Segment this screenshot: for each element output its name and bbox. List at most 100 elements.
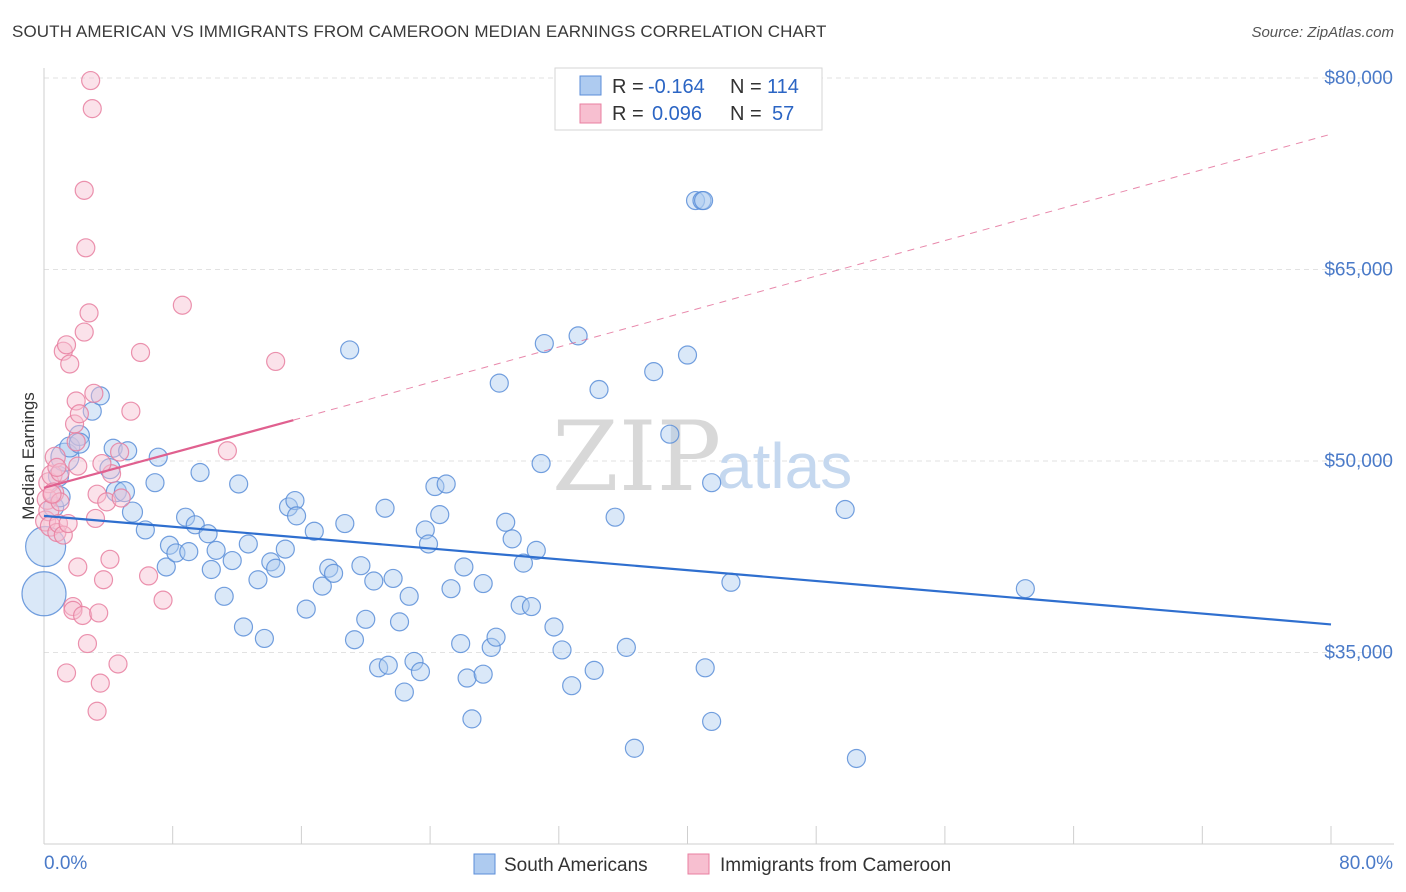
cameroon-point-53 — [53, 525, 73, 545]
south-americans-point-42 — [286, 506, 307, 526]
south-americans-point-43 — [296, 599, 316, 619]
cameroon-point-43 — [111, 488, 131, 508]
legend-n-value-2: 57 — [772, 103, 794, 125]
south-americans-point-48 — [335, 513, 355, 534]
south-americans-point-92 — [605, 507, 625, 527]
legend-swatch-pink — [579, 103, 602, 124]
y-axis-label: Median Earnings — [19, 392, 38, 520]
south-americans-point-0 — [21, 571, 67, 617]
south-americans-point-100 — [685, 190, 706, 211]
chart-source: Source: ZipAtlas.com — [1251, 24, 1394, 41]
south-americans-point-44 — [304, 521, 324, 541]
cameroon-point-46 — [138, 566, 159, 586]
south-americans-point-97 — [677, 345, 698, 365]
axes — [43, 68, 1394, 845]
south-americans-point-85 — [534, 333, 554, 354]
legend-r-value-2: 0.096 — [652, 103, 702, 125]
south-americans-point-52 — [356, 609, 376, 629]
cameroon-point-9 — [48, 513, 69, 534]
south-americans-point-76 — [486, 627, 506, 647]
y-tick-label-2: $50,000 — [1324, 451, 1393, 472]
south-americans-point-53 — [364, 571, 384, 591]
cameroon-point-38 — [97, 492, 117, 512]
south-americans-point-27 — [198, 524, 218, 544]
cameroon-point-21 — [69, 404, 89, 424]
south-americans-point-89 — [568, 326, 588, 346]
cameroon-point-15 — [56, 663, 77, 683]
south-americans-point-78 — [496, 512, 516, 532]
cameroon-point-17 — [63, 600, 83, 620]
series-label-south-americans: South Americans — [504, 855, 648, 876]
trend-lines — [43, 133, 1332, 626]
cameroon-point-35 — [89, 603, 109, 623]
watermark-atlas: atlas — [717, 430, 852, 502]
trend-line-cameroon — [43, 419, 294, 489]
tick-labels: $80,000 $65,000 $50,000 $35,000 0.0% 80.0% — [44, 68, 1393, 874]
south-americans-point-60 — [399, 586, 419, 606]
cameroon-point-19 — [66, 391, 86, 411]
legend-r-value-1: -0.164 — [648, 76, 705, 98]
south-americans-point-55 — [375, 498, 395, 518]
series-swatch-cameroon — [687, 853, 710, 875]
legend-n-label-2: N = — [730, 103, 762, 125]
cameroon-point-25 — [74, 180, 94, 200]
cameroon-point-36 — [90, 673, 110, 693]
series-swatch-south-americans — [473, 853, 496, 875]
south-americans-point-56 — [378, 655, 398, 675]
cameroon-point-45 — [130, 342, 151, 363]
south-americans-point-102 — [693, 190, 714, 211]
south-americans-point-87 — [552, 640, 572, 660]
south-americans-point-84 — [531, 453, 551, 474]
south-americans-point-23 — [175, 507, 196, 527]
south-americans-point-14 — [118, 441, 138, 461]
south-americans-point-65 — [425, 476, 445, 497]
south-americans-point-29 — [206, 540, 226, 560]
cameroon-point-27 — [77, 633, 98, 654]
south-americans-point-26 — [190, 462, 210, 483]
cameroon-point-55 — [66, 432, 86, 452]
south-americans-point-71 — [457, 668, 477, 688]
cameroon-point-32 — [85, 508, 106, 529]
series-label-cameroon: Immigrants from Cameroon — [720, 855, 951, 876]
cameroon-point-29 — [81, 70, 101, 91]
south-americans-point-95 — [644, 362, 664, 382]
south-americans-point-57 — [383, 568, 403, 589]
south-americans-point-99 — [702, 711, 722, 732]
cameroon-point-20 — [68, 456, 88, 476]
south-americans-point-49 — [340, 340, 360, 360]
south-americans-point-1 — [25, 525, 67, 568]
south-americans-point-72 — [462, 709, 482, 729]
cameroon-point-48 — [172, 295, 192, 315]
cameroon-point-42 — [110, 442, 130, 462]
cameroon-point-52 — [47, 457, 67, 477]
south-americans-point-38 — [266, 558, 286, 578]
grid-lines — [44, 77, 1394, 653]
cameroon-point-22 — [68, 557, 88, 577]
legend-n-value-1: 114 — [767, 76, 799, 98]
south-americans-point-105 — [835, 499, 855, 520]
south-americans-point-96 — [660, 424, 680, 444]
south-americans-point-68 — [441, 579, 461, 599]
legend-r-label-1: R = — [612, 76, 644, 98]
cameroon-point-33 — [87, 484, 107, 504]
south-americans-point-66 — [430, 505, 450, 525]
cameroon-point-23 — [73, 605, 93, 626]
south-americans-point-94 — [624, 738, 645, 758]
south-americans-point-91 — [589, 379, 609, 400]
cameroon-point-28 — [79, 303, 99, 323]
cameroon-point-39 — [100, 549, 120, 569]
south-americans-point-41 — [285, 490, 305, 511]
south-americans-point-67 — [436, 474, 456, 494]
south-americans-point-93 — [616, 637, 636, 657]
south-americans-point-21 — [159, 535, 180, 555]
legend-n-label-1: N = — [730, 76, 762, 98]
cameroon-point-30 — [82, 99, 102, 119]
watermark-zip: ZIP — [552, 401, 721, 513]
cameroon-point-11 — [50, 492, 70, 512]
south-americans-point-24 — [179, 542, 199, 562]
x-tick-label-0: 0.0% — [44, 853, 87, 874]
y-tick-label-1: $65,000 — [1324, 260, 1393, 281]
south-americans-point-73 — [473, 573, 493, 594]
south-americans-point-62 — [410, 662, 431, 682]
